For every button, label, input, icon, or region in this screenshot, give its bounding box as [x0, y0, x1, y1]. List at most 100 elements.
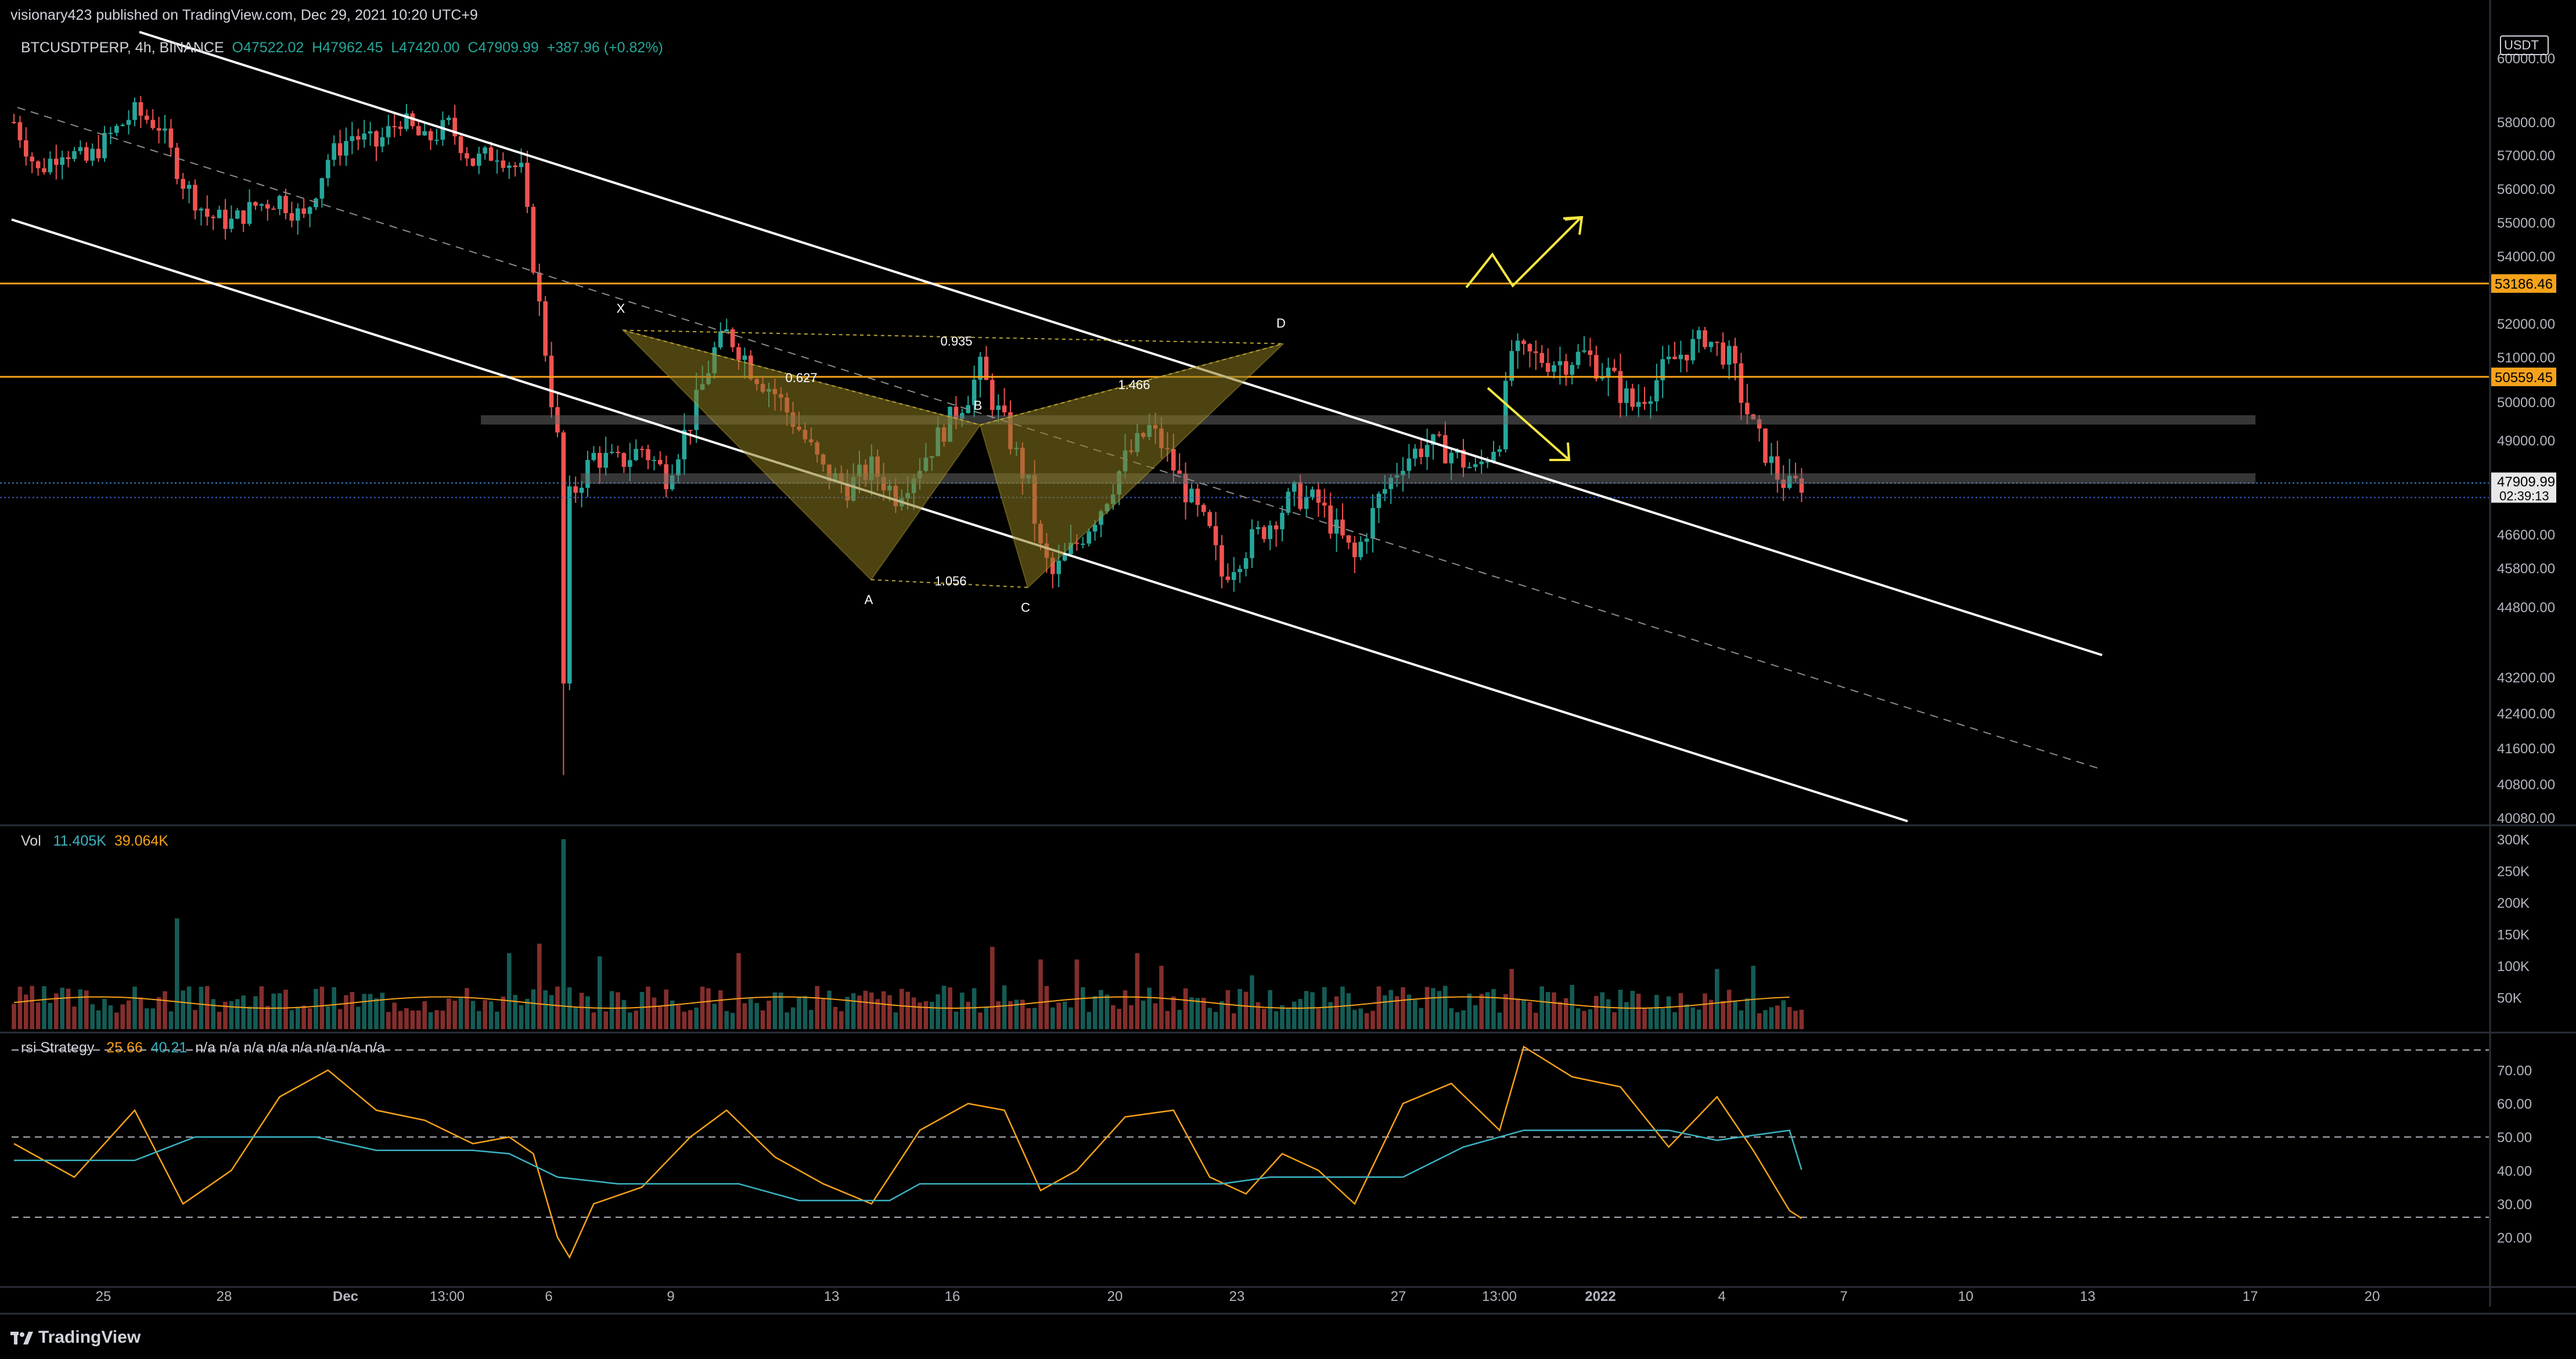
candle-body — [271, 208, 276, 210]
candle-body — [1195, 488, 1200, 505]
candle-body — [301, 208, 306, 214]
price-axis[interactable]: 60000.00 58000.00 57000.00 56000.00 55000.00… — [2491, 35, 2556, 1246]
volume-tick-label: 150K — [2497, 927, 2530, 943]
volume-bar — [205, 986, 210, 1029]
volume-bar — [1564, 998, 1568, 1029]
volume-bar — [984, 1006, 989, 1029]
candle-body — [1570, 365, 1574, 375]
volume-bar — [175, 918, 179, 1029]
volume-bar — [392, 1002, 397, 1029]
volume-bar — [17, 986, 23, 1029]
time-tick-label: 23 — [1229, 1289, 1245, 1304]
volume-bar — [923, 1001, 929, 1029]
volume-bar — [1298, 998, 1303, 1029]
candle-body — [567, 486, 572, 684]
volume-bar — [404, 1008, 409, 1029]
candle-body — [1696, 330, 1701, 339]
volume-bar — [1364, 1013, 1369, 1029]
volume-bar — [875, 999, 880, 1029]
volume-bar — [1473, 1005, 1478, 1029]
candle-body — [1086, 531, 1091, 544]
rsi-title[interactable]: rsi Strategy — [21, 1040, 95, 1056]
candle-body — [1074, 542, 1080, 544]
volume-bar — [634, 1011, 638, 1029]
candle-body — [694, 390, 699, 430]
harmonic-point-label: B — [974, 398, 983, 413]
candle-body — [1449, 452, 1454, 463]
volume-bar — [495, 1011, 499, 1029]
volume-bar — [1594, 995, 1599, 1029]
candle-body — [102, 132, 107, 159]
harmonic-ratio-line — [623, 329, 1284, 344]
volume-bar — [905, 991, 910, 1029]
volume-bar — [887, 995, 892, 1029]
volume-bar — [941, 986, 947, 1029]
candle-body — [1243, 558, 1249, 569]
volume-bar — [1394, 996, 1399, 1029]
candle-body — [332, 143, 336, 160]
candle-body — [54, 159, 59, 165]
symbol-name[interactable]: BTCUSDTPERP, 4h, BINANCE — [21, 39, 224, 56]
volume-bar — [609, 991, 614, 1029]
volume-bar — [1588, 1009, 1593, 1029]
volume-bar — [1292, 1001, 1297, 1029]
candle-body — [1189, 488, 1194, 502]
volume-bar — [519, 1005, 524, 1029]
volume-bar — [1232, 1013, 1236, 1029]
candle-body — [676, 459, 681, 476]
candle-body — [247, 202, 252, 224]
candle-body — [1600, 377, 1604, 379]
volume-bar — [1534, 1012, 1538, 1029]
volume-bar — [821, 998, 826, 1029]
tradingview-brand[interactable]: TradingView — [10, 1328, 141, 1347]
candle-body — [1557, 361, 1563, 365]
volume-bar — [1467, 993, 1472, 1029]
volume-bar — [66, 988, 71, 1029]
volume-bar — [374, 998, 379, 1029]
candle-body — [646, 449, 650, 461]
volume-bar — [1195, 998, 1200, 1029]
candle-body — [954, 407, 959, 419]
volume-bar — [1008, 1001, 1013, 1029]
volume-bar — [1020, 1000, 1025, 1029]
candle-body — [307, 207, 312, 214]
candle-body — [603, 452, 608, 468]
volume-bar — [591, 1012, 596, 1029]
bullish-projection-arrow — [1465, 217, 1582, 289]
candle-body — [549, 355, 554, 408]
candle-body — [1708, 341, 1714, 347]
price-tick-label: 40800.00 — [2497, 777, 2555, 793]
volume-bar — [1775, 1005, 1780, 1029]
rsi-pane — [12, 1045, 2489, 1259]
price-tick-label: 43200.00 — [2497, 670, 2555, 686]
candle-body — [483, 147, 487, 154]
candle-body — [1763, 428, 1768, 463]
volume-bar — [1757, 1013, 1762, 1029]
candle-body — [1467, 467, 1472, 469]
volume-bar — [767, 1001, 771, 1029]
volume-bar — [301, 1005, 306, 1029]
candle-body — [1509, 351, 1514, 381]
candle-body — [1721, 342, 1725, 365]
volume-bar — [1424, 987, 1430, 1029]
volume-bar — [670, 1000, 675, 1029]
volume-bar — [1213, 1012, 1218, 1029]
time-tick-label: 4 — [1718, 1289, 1725, 1304]
volume-title[interactable]: Vol — [21, 833, 41, 849]
candle-body — [1370, 508, 1375, 539]
volume-bar — [1068, 1007, 1073, 1029]
price-tick-label: 57000.00 — [2497, 148, 2555, 164]
volume-bar — [1183, 988, 1188, 1029]
candle-body — [598, 452, 602, 468]
candle-body — [186, 185, 192, 189]
candle-body — [1340, 519, 1345, 535]
candle-body — [1437, 434, 1442, 436]
candle-body — [126, 120, 131, 125]
rsi-series-rsi — [13, 1045, 1803, 1259]
volume-bar — [229, 1001, 234, 1029]
volume-bar — [936, 994, 940, 1029]
time-axis[interactable]: 25 28 Dec 13:00 6 9 13 16 20 23 27 13:00 2022 4 7 10 13 1… — [96, 1289, 2380, 1304]
price-level-tag — [2491, 367, 2556, 386]
volume-bar — [790, 1007, 796, 1029]
